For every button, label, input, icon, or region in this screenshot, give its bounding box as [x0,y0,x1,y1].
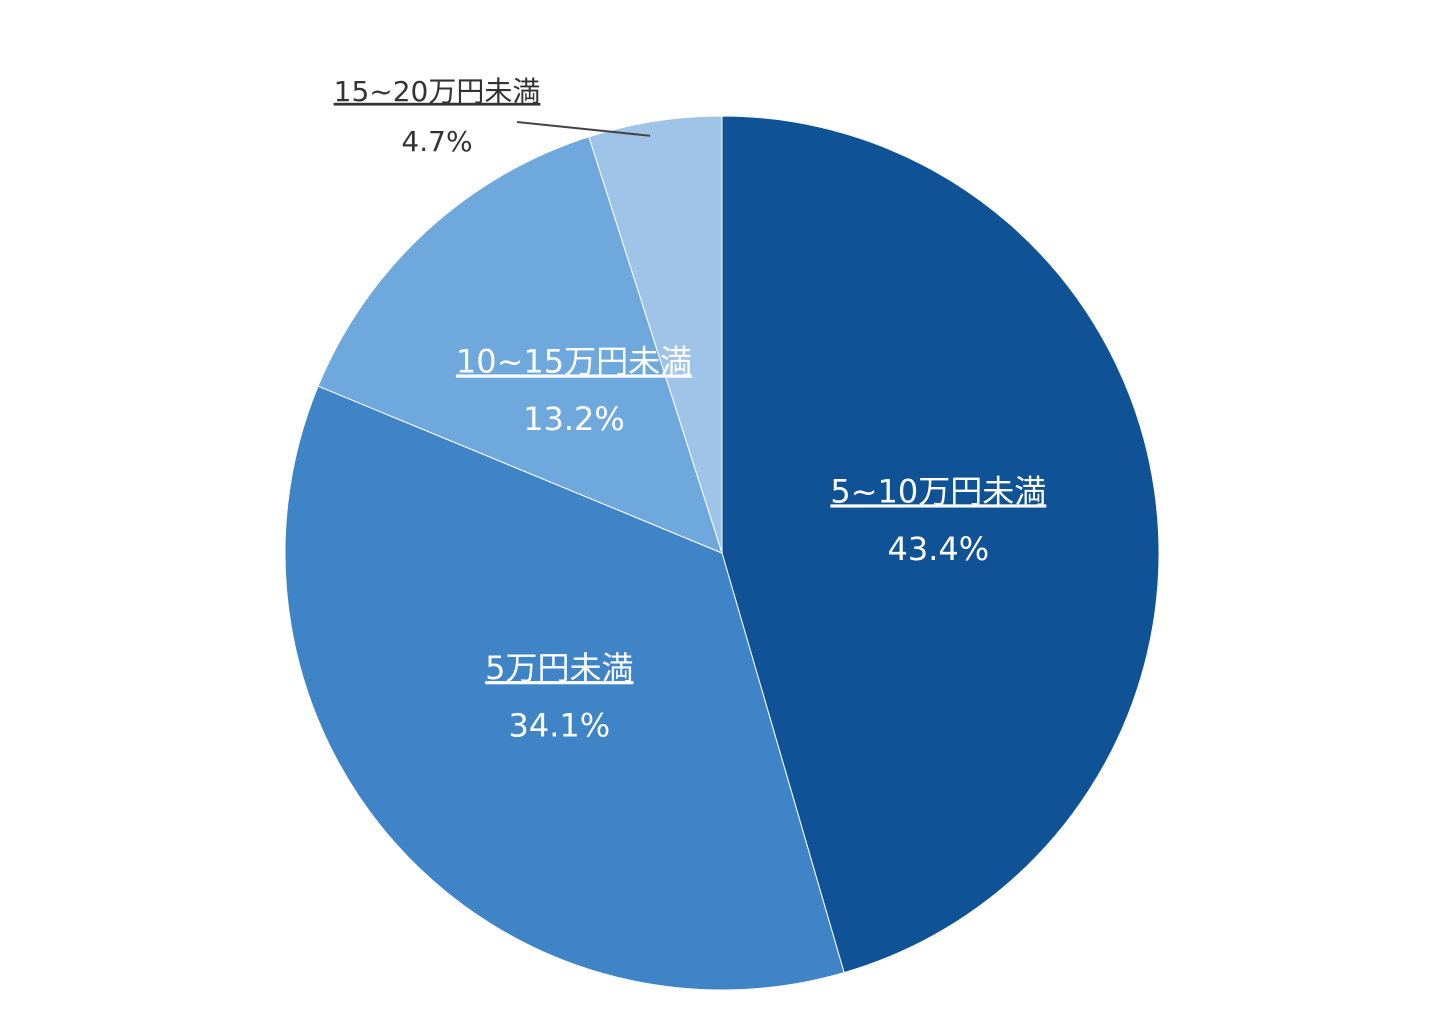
pie-slice [317,136,723,554]
slice-category: 5~10万円未満 [830,472,1046,510]
slice-value-label: 4.7% [401,125,472,158]
slice-category: 10~15万円未満 [456,342,692,380]
slice-value-label: 43.4% [887,530,989,568]
leader-line [516,121,651,137]
pie-slice [588,115,723,554]
pie-slice [284,385,845,991]
slice-category: 5万円未満 [485,649,633,687]
slice-category: 15~20万円未満 [334,75,541,108]
pie-slice [721,115,1160,974]
slice-value-label: 34.1% [509,707,611,745]
slice-value-label: 13.2% [523,400,625,438]
